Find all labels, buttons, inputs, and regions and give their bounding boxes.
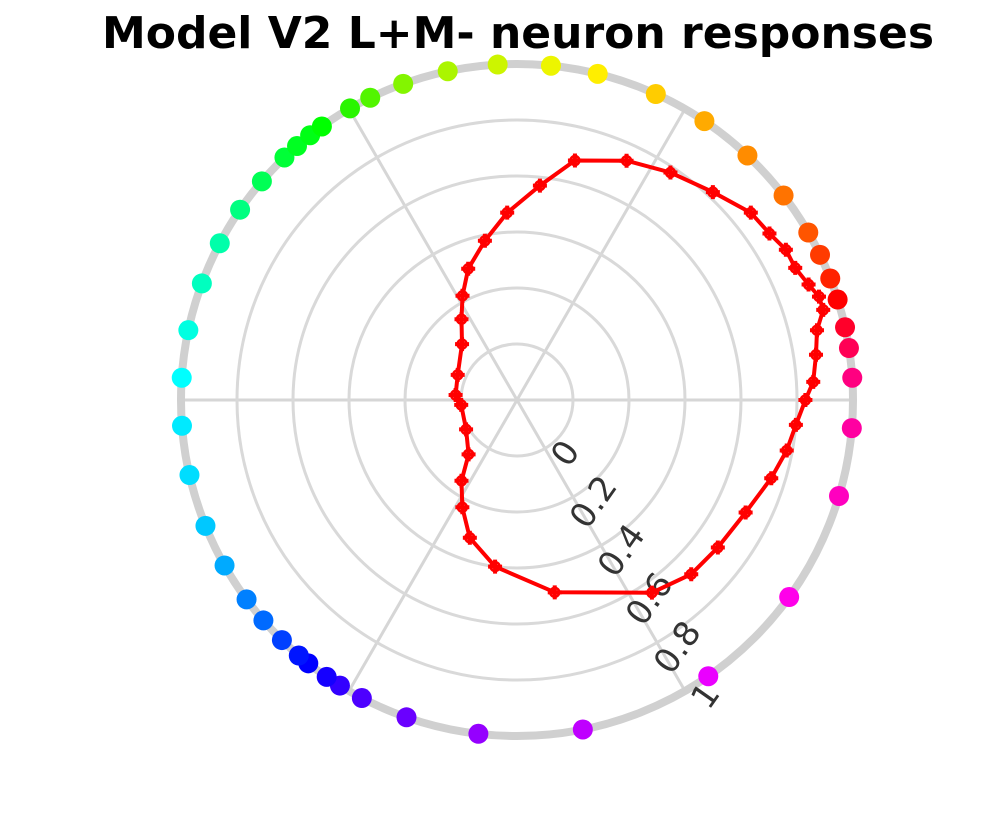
stimulus-dot [773, 185, 794, 206]
ring-grid-line [403, 286, 631, 514]
response-marker-ring [789, 262, 801, 274]
stimulus-dot [179, 465, 200, 486]
stimulus-dot [271, 630, 292, 651]
response-marker-ring [455, 399, 467, 411]
response-marker-ring [464, 532, 476, 544]
response-marker-ring [664, 166, 677, 179]
response-marker-ring [763, 227, 776, 240]
response-marker-ring [501, 206, 513, 219]
stimulus-dot [253, 610, 274, 631]
response-marker-ring [799, 394, 812, 406]
response-marker-ring [451, 369, 464, 381]
stimulus-dot [251, 171, 272, 192]
response-marker-ring [462, 263, 474, 275]
response-marker-ring [739, 506, 752, 519]
stimulus-dot [645, 84, 666, 105]
r-tick-label: 0 [543, 433, 588, 474]
response-marker-ring [449, 389, 462, 401]
response-marker-ring [456, 290, 469, 302]
response-marker-ring [685, 568, 697, 580]
stimulus-dot [171, 367, 192, 388]
stimulus-dot [351, 688, 372, 709]
response-marker-ring [790, 419, 802, 431]
response-marker-ring [745, 206, 757, 219]
stimulus-dot [835, 317, 856, 338]
stimulus-dot [694, 111, 715, 132]
response-marker-ring [479, 235, 491, 247]
stimulus-dot [393, 73, 414, 94]
stimulus-dot [841, 418, 862, 439]
response-marker-ring [810, 349, 822, 361]
response-marker-ring [780, 444, 793, 457]
stimulus-dot [828, 485, 849, 506]
stimulus-dot [487, 54, 508, 75]
stimulus-dot [236, 589, 257, 610]
stimulus-dot [698, 666, 719, 687]
response-marker-ring [780, 243, 792, 256]
stimulus-dot [572, 719, 593, 740]
response-marker-ring [620, 154, 633, 167]
stimulus-dot [311, 116, 332, 137]
response-line [453, 158, 826, 595]
response-marker-ring [489, 560, 501, 573]
stimulus-dot [437, 61, 458, 82]
response-marker-ring [811, 324, 823, 336]
stimulus-dot [540, 55, 561, 76]
response-marker-ring [813, 290, 825, 303]
response-marker-ring [534, 179, 546, 192]
response-marker-ring [765, 472, 777, 484]
ring-grid-line [235, 118, 799, 682]
response-marker-ring [712, 541, 724, 554]
ring-grid-line [177, 60, 857, 740]
response-marker-ring [455, 313, 468, 325]
stimulus-dot [827, 289, 848, 310]
response-marker-ring [548, 586, 561, 599]
stimulus-dot [195, 515, 216, 536]
stimulus-dot [838, 338, 859, 359]
response-marker-ring [569, 154, 581, 167]
response-marker-ring [707, 186, 719, 198]
stimulus-dot [214, 555, 235, 576]
response-marker-ring [817, 304, 829, 316]
response-marker-ring [646, 586, 658, 599]
stimulus-dot [360, 87, 381, 108]
ring-grid-line [291, 174, 743, 626]
stimulus-dot [396, 707, 417, 728]
chart-title: Model V2 L+M- neuron responses [102, 8, 934, 59]
response-marker-ring [456, 501, 469, 514]
stimulus-dot [171, 415, 192, 436]
stimulus-dot [209, 233, 230, 254]
response-marker-ring [460, 423, 472, 436]
stimulus-dot [842, 367, 863, 388]
response-marker-ring [802, 278, 815, 291]
stimulus-dot [340, 98, 361, 119]
stimulus-dot [191, 273, 212, 294]
response-marker-ring [807, 376, 819, 388]
stimulus-dot [798, 222, 819, 243]
stimulus-dot [230, 199, 251, 220]
stimulus-dot [737, 145, 758, 166]
stimulus-dot [288, 645, 309, 666]
stimulus-dot [779, 587, 800, 608]
stimulus-dot [468, 723, 489, 744]
response-marker-ring [455, 475, 468, 487]
stimulus-dot [587, 63, 608, 84]
ring-grid-line [347, 230, 687, 570]
stimulus-dot [810, 244, 831, 265]
stimulus-dot [316, 666, 337, 687]
stimulus-dot [178, 320, 199, 341]
response-marker-ring [462, 448, 475, 461]
response-marker-ring [456, 338, 468, 350]
stimulus-dot [820, 268, 841, 289]
